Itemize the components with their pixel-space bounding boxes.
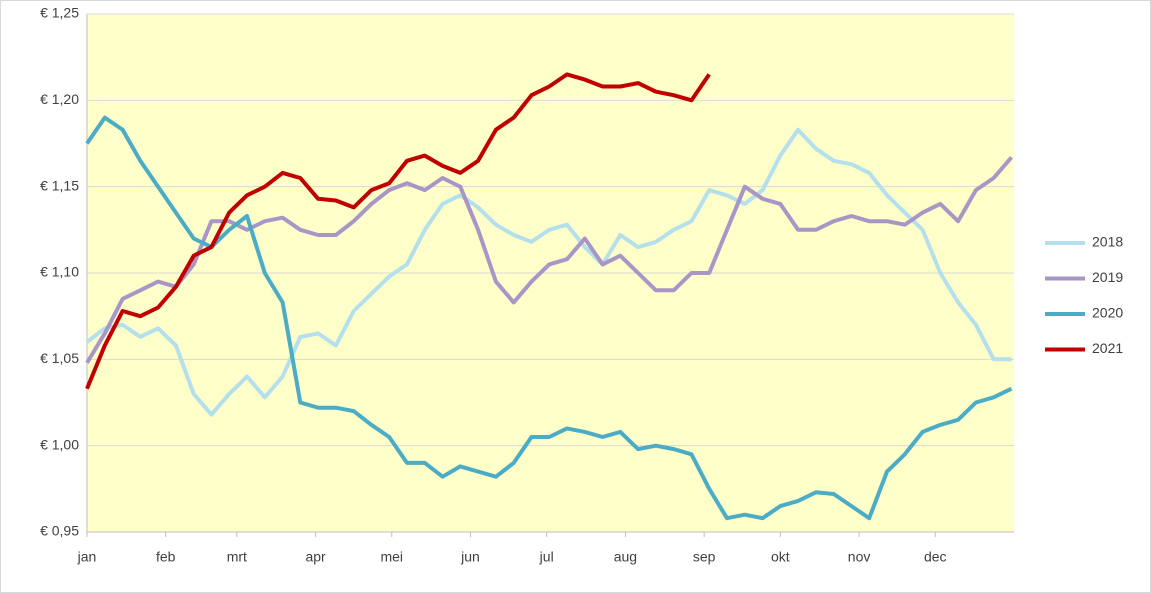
x-tick-label: nov bbox=[848, 549, 871, 565]
series-line bbox=[85, 155, 1014, 364]
y-tick-label: € 1,10 bbox=[40, 264, 79, 280]
y-tick-label: € 1,25 bbox=[40, 5, 79, 21]
legend-label: 2018 bbox=[1092, 234, 1123, 250]
y-tick-label: € 1,05 bbox=[40, 350, 79, 366]
y-tick-label: € 1,00 bbox=[40, 436, 79, 452]
x-tick-label: feb bbox=[156, 549, 176, 565]
y-tick-label: € 1,20 bbox=[40, 91, 79, 107]
x-tick-label: mei bbox=[380, 549, 403, 565]
x-tick-label: mrt bbox=[227, 549, 247, 565]
legend-label: 2020 bbox=[1092, 305, 1123, 321]
series-line bbox=[85, 115, 1013, 521]
series-line bbox=[85, 127, 1012, 417]
x-tick-label: sep bbox=[693, 549, 716, 565]
x-tick-label: jul bbox=[539, 549, 554, 565]
x-tick-label: apr bbox=[305, 549, 326, 565]
legend-label: 2021 bbox=[1092, 340, 1123, 356]
x-tick-label: dec bbox=[924, 549, 947, 565]
legend-label: 2019 bbox=[1092, 269, 1123, 285]
x-tick-label: jan bbox=[77, 549, 97, 565]
y-tick-label: € 1,15 bbox=[40, 177, 79, 193]
y-tick-label: € 0,95 bbox=[40, 523, 79, 539]
x-tick-label: aug bbox=[614, 549, 637, 565]
series-line bbox=[85, 72, 711, 390]
x-tick-label: okt bbox=[771, 549, 790, 565]
x-tick-label: jun bbox=[460, 549, 480, 565]
